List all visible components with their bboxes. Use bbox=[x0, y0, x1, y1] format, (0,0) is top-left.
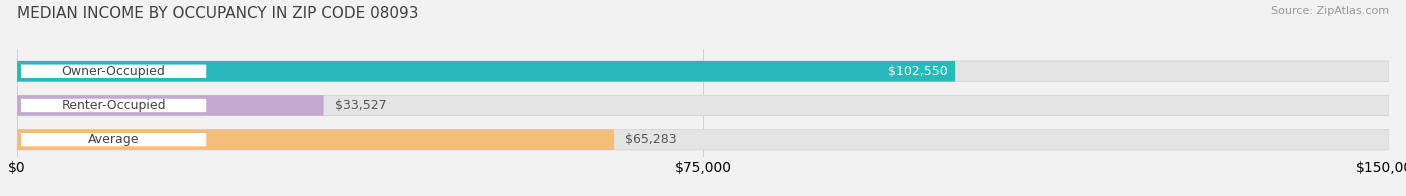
Text: Average: Average bbox=[87, 133, 139, 146]
FancyBboxPatch shape bbox=[17, 95, 1389, 116]
FancyBboxPatch shape bbox=[17, 129, 1389, 150]
FancyBboxPatch shape bbox=[21, 133, 207, 146]
Text: Source: ZipAtlas.com: Source: ZipAtlas.com bbox=[1271, 6, 1389, 16]
Text: MEDIAN INCOME BY OCCUPANCY IN ZIP CODE 08093: MEDIAN INCOME BY OCCUPANCY IN ZIP CODE 0… bbox=[17, 6, 419, 21]
Text: $65,283: $65,283 bbox=[626, 133, 676, 146]
Text: Renter-Occupied: Renter-Occupied bbox=[62, 99, 166, 112]
Text: $33,527: $33,527 bbox=[335, 99, 387, 112]
FancyBboxPatch shape bbox=[17, 129, 614, 150]
FancyBboxPatch shape bbox=[21, 64, 207, 78]
FancyBboxPatch shape bbox=[17, 61, 1389, 82]
Text: Owner-Occupied: Owner-Occupied bbox=[62, 65, 166, 78]
FancyBboxPatch shape bbox=[17, 95, 323, 116]
Text: $102,550: $102,550 bbox=[889, 65, 948, 78]
FancyBboxPatch shape bbox=[21, 99, 207, 112]
FancyBboxPatch shape bbox=[17, 61, 955, 82]
